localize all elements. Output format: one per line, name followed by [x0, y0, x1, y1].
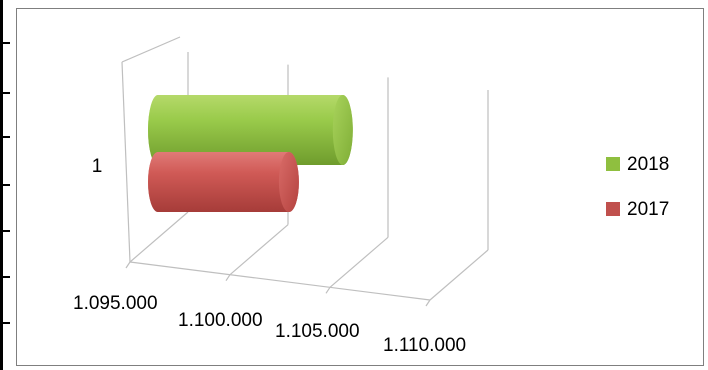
- bar-2018[interactable]: [148, 95, 353, 165]
- tick-mark: [425, 299, 431, 307]
- legend-swatch-2018: [606, 157, 620, 171]
- tick-mark: [125, 261, 131, 269]
- row-divider: [0, 276, 10, 278]
- bar-base-2017: [148, 152, 168, 212]
- row-divider: [0, 92, 10, 94]
- chart-area: [16, 8, 704, 366]
- row-divider: [0, 230, 10, 232]
- bar-base-2018: [148, 95, 168, 165]
- x-tick-label: 1.095.000: [73, 293, 158, 314]
- x-tick-label: 1.100.000: [178, 310, 263, 331]
- wall-edge: [121, 61, 131, 263]
- legend-label-2017: 2017: [627, 199, 669, 220]
- category-label: 1: [92, 156, 103, 177]
- bar-cap-2018: [332, 95, 353, 165]
- floor-edge: [129, 261, 431, 301]
- tick-mark: [225, 274, 231, 281]
- row-divider: [0, 136, 10, 138]
- legend-label-2018: 2018: [627, 154, 669, 175]
- x-tick-label: 1.105.000: [275, 321, 360, 342]
- row-divider: [0, 184, 10, 186]
- legend-swatch-2017: [606, 202, 620, 216]
- bar-2017[interactable]: [148, 152, 299, 212]
- gridline-floor: [429, 249, 489, 301]
- gridline-floor: [129, 211, 189, 263]
- bar-cap-2017: [278, 152, 299, 212]
- row-divider: [0, 322, 10, 324]
- gridline-floor: [229, 224, 289, 276]
- tick-mark: [325, 287, 331, 294]
- wall-edge: [121, 36, 181, 63]
- gridline-floor: [329, 236, 389, 288]
- row-divider: [0, 42, 10, 44]
- x-tick-label: 1.110.000: [383, 335, 466, 356]
